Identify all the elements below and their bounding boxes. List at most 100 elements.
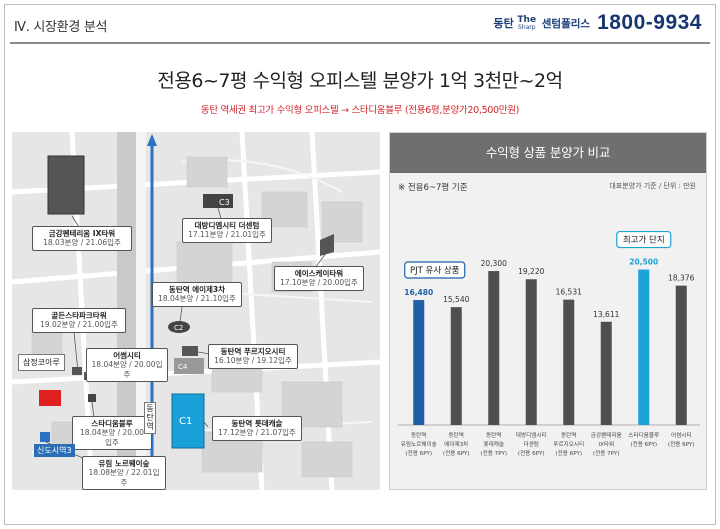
pjt-tag-label: PJT 유사 상품 — [410, 265, 460, 276]
callout-date: 17.11분양 / 21.01입주 — [188, 230, 266, 240]
bar — [675, 285, 687, 425]
category-label: 동탄역 — [486, 431, 501, 439]
bar — [563, 299, 575, 425]
bar-value-label: 19,220 — [518, 267, 544, 276]
bar-value-label: 15,540 — [443, 295, 469, 304]
brand-phone[interactable]: 1800-9934 — [597, 11, 702, 34]
bar-value-label: 18,376 — [668, 274, 694, 283]
badge-c1: C1 — [179, 416, 192, 427]
panel-heading: 수익형 상품 분양가 비교 — [390, 133, 706, 173]
callout-name: 금강펜테리움 IX타워 — [48, 229, 116, 238]
callout-name: 동탄역 푸르지오시티 — [220, 347, 286, 356]
category-label: 더센텀 — [524, 440, 539, 448]
building-prugio — [182, 346, 198, 356]
category-label: 대방디엠시티 — [516, 431, 547, 439]
brand-logo-top: The — [517, 14, 537, 25]
brand-header: 동탄 The Sharp 센텀폴리스 1800-9934 — [494, 11, 703, 35]
bar — [525, 279, 537, 425]
building-lotte-castle — [171, 393, 205, 449]
callout-name: 스타디움블루 — [91, 419, 133, 428]
callout-name: 어썸시티 — [113, 351, 141, 360]
category-label: (전용 7PY) — [480, 449, 507, 457]
badge-c4: C4 — [178, 363, 188, 371]
brand-logo: The Sharp — [517, 14, 537, 31]
callout-name: 에이스케이타워 — [294, 269, 344, 278]
callout-name: 유림 노르웨이숲 — [98, 459, 150, 468]
callout-acetower: 에이스케이타워 17.10분양 / 20.00입주 — [274, 266, 364, 291]
callout-name: 동탄역 롯데캐슬 — [231, 419, 283, 428]
category-label: IX타워 — [598, 440, 614, 448]
panel-note: ※ 전용6~7평 기준 — [398, 183, 468, 193]
building-c2 — [168, 321, 190, 333]
main-title: 전용6~7평 수익형 오피스텔 분양가 1억 3천만~2억 — [157, 70, 563, 92]
category-label: (전용 6PY) — [555, 449, 582, 457]
bar-value-label: 13,611 — [593, 310, 619, 319]
samjeong-label: 삼정코아루 — [18, 354, 65, 371]
category-label: 푸르지오시티 — [553, 440, 584, 448]
category-label: 롯데캐슬 — [483, 440, 504, 448]
category-label: 동탄역 — [449, 431, 464, 439]
top-price-tag-label: 최고가 단지 — [623, 235, 665, 246]
category-label: (전용 6PY) — [668, 440, 695, 448]
category-label: 스타디움블루 — [628, 431, 659, 439]
building-awesome-a — [72, 367, 82, 375]
callout-aje3: 동탄역 에이제3차 18.04분양 / 21.10입주 — [152, 282, 242, 307]
top-price-tag — [616, 230, 672, 249]
callout-date: 17.10분양 / 20.00입주 — [280, 278, 358, 288]
bar-value-label: 20,300 — [481, 259, 507, 268]
category-label: 어썸시티 — [671, 431, 692, 439]
building-yulim — [40, 432, 50, 442]
header-rule — [10, 42, 710, 44]
category-label: (전용 6PY) — [518, 449, 545, 457]
callout-lotte-castle: 동탄역 롯데캐슬 17.12분양 / 21.07입주 — [212, 416, 302, 441]
bar — [488, 271, 500, 425]
building-stadium-blue — [88, 394, 96, 402]
callout-prugio: 동탄역 푸르지오시티 16.10분양 / 19.12입주 — [208, 344, 298, 369]
bar — [600, 321, 612, 425]
callout-name: 골든스타파크타워 — [51, 311, 107, 320]
category-label: 동탄역 — [411, 431, 426, 439]
category-label: 동탄역 — [561, 431, 576, 439]
category-label: 금강펜테리움 — [591, 431, 622, 439]
callout-awesome-city: 어썸시티 18.04분양 / 20.00입주 — [86, 348, 168, 383]
callout-date: 18.04분양 / 20.00입주 — [79, 428, 145, 447]
callout-name: 동탄역 에이제3차 — [168, 285, 226, 294]
badge-c3: C3 — [219, 198, 230, 207]
callout-date: 16.10분양 / 19.12입주 — [214, 356, 292, 366]
building-acetower — [320, 234, 334, 256]
pjt-tag — [404, 261, 466, 279]
category-label: (전용 6PY) — [405, 449, 432, 457]
location-map: C3 C1 C2 C4 금강펜테리움 IX타워 18.03분양 / 21.06입… — [12, 132, 380, 490]
station-vertical-label: 동탄역 — [144, 402, 156, 435]
callout-golden-star: 골든스타파크타워 19.02분양 / 21.00입주 — [32, 308, 126, 333]
category-label: (전용 6PY) — [630, 440, 657, 448]
brand-name: 동탄 — [493, 17, 514, 30]
callout-geumgang: 금강펜테리움 IX타워 18.03분양 / 21.06입주 — [32, 226, 132, 251]
category-label: (전용 7PY) — [593, 449, 620, 457]
category-label: (전용 6PY) — [443, 449, 470, 457]
callout-date: 18.08분양 / 22.01입주 — [88, 468, 160, 487]
panel-unit: 대표분양가 기준 / 단위 : 만원 — [609, 182, 696, 190]
callout-date: 18.03분양 / 21.06입주 — [43, 238, 121, 248]
callout-name: 대방디엠시티 더센텀 — [194, 221, 260, 230]
callout-yulim: 유림 노르웨이숲 18.08분양 / 22.01입주 — [82, 456, 166, 490]
bar — [638, 269, 650, 425]
station-label: 신도시역3 — [34, 444, 75, 457]
sub-title: 동탄 역세권 최고가 수익형 오피스텔 → 스타디움블루 (전용6평,분양가20… — [200, 105, 520, 116]
price-comparison-panel: 수익형 상품 분양가 비교 ※ 전용6~7평 기준 대표분양가 기준 / 단위 … — [389, 132, 707, 490]
badge-c2: C2 — [174, 324, 183, 332]
building-geumgang — [47, 155, 85, 215]
callout-date: 18.04분양 / 20.00입주 — [91, 360, 163, 379]
bar-value-label: 16,480 — [404, 288, 433, 297]
building-c4 — [174, 358, 204, 374]
callout-stadium-blue: 스타디움블루 18.04분양 / 20.00입주 — [72, 416, 152, 451]
category-label: 유림노르웨이숲 — [401, 440, 437, 448]
category-label: 에이제3차 — [444, 440, 468, 448]
building-samjeong — [39, 390, 61, 406]
bar — [413, 300, 425, 425]
section-heading: Ⅳ. 시장환경 분석 — [14, 20, 108, 35]
callout-date: 18.04분양 / 21.10입주 — [158, 294, 236, 304]
brand-logo-bottom: Sharp — [517, 23, 536, 31]
callout-date: 19.02분양 / 21.00입주 — [40, 320, 118, 330]
